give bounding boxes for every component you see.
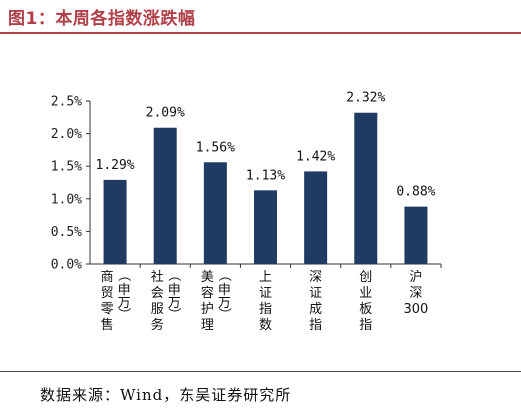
category-label: 社 xyxy=(151,269,164,285)
category-label: 业 xyxy=(359,286,372,301)
category-label: 上 xyxy=(259,270,272,285)
category-label: 指 xyxy=(309,318,322,333)
y-tick-label: 0.5% xyxy=(51,225,82,240)
bar xyxy=(103,179,127,264)
category-label: 创 xyxy=(359,270,372,285)
category-label: 板 xyxy=(359,302,372,317)
category-label: 贸 xyxy=(101,286,114,301)
category-label: 会 xyxy=(151,286,164,301)
category-label: 深 xyxy=(409,286,422,301)
category-label: 申 xyxy=(118,283,131,298)
category-label: ） xyxy=(166,307,181,320)
data-label: 2.09% xyxy=(146,106,185,121)
bar xyxy=(203,162,227,264)
category-label: 零 xyxy=(101,302,114,317)
category-label: 300 xyxy=(404,302,429,317)
bar xyxy=(254,190,277,264)
category-label: 售 xyxy=(101,317,114,333)
y-tick-label: 2.0% xyxy=(51,127,82,142)
category-label: 容 xyxy=(201,285,214,301)
y-tick-label: 0.0% xyxy=(51,258,82,273)
category-label: ） xyxy=(116,307,131,320)
y-tick-label: 1.0% xyxy=(51,192,82,207)
category-label: 万 xyxy=(218,296,231,311)
title-divider xyxy=(0,32,521,34)
data-label: 1.29% xyxy=(96,158,135,173)
category-label: 指 xyxy=(259,302,272,317)
y-tick-label: 2.5% xyxy=(51,95,82,110)
bar xyxy=(304,171,328,264)
source-note: 数据来源：Wind，东吴证券研究所 xyxy=(40,386,292,404)
data-label: 1.42% xyxy=(296,149,335,164)
category-label: 申 xyxy=(168,283,181,298)
data-label: 0.88% xyxy=(396,185,435,200)
category-label: 申 xyxy=(218,283,231,298)
category-label: 指 xyxy=(359,318,372,333)
bar-chart: 0.0%0.5%1.0%1.5%2.0%2.5%1.29%商贸零售（申万）2.0… xyxy=(51,91,442,333)
category-label: 深 xyxy=(309,270,322,285)
category-label: 成 xyxy=(309,302,322,317)
category-label: 理 xyxy=(201,318,214,333)
figure-title: 图1：本周各指数涨跌幅 xyxy=(8,9,196,29)
bar xyxy=(404,206,428,264)
category-label: 沪 xyxy=(409,269,422,285)
category-label: （ xyxy=(116,268,131,281)
category-label: 务 xyxy=(151,317,164,333)
category-label: ） xyxy=(216,307,231,320)
category-label: 万 xyxy=(118,296,131,311)
category-label: （ xyxy=(216,268,231,281)
data-label: 1.13% xyxy=(246,168,285,183)
category-label: 护 xyxy=(201,302,214,317)
bar xyxy=(153,127,177,265)
footer-divider xyxy=(0,371,521,372)
category-label: （ xyxy=(166,268,181,281)
category-label: 商 xyxy=(101,270,114,285)
category-label: 证 xyxy=(259,286,272,301)
bar xyxy=(354,112,378,265)
category-label: 证 xyxy=(309,286,322,301)
y-tick-label: 1.5% xyxy=(51,160,82,175)
category-label: 服 xyxy=(151,302,164,317)
category-label: 万 xyxy=(168,296,181,311)
data-label: 2.32% xyxy=(346,91,385,106)
category-label: 美 xyxy=(201,270,214,285)
category-label: 数 xyxy=(259,318,272,333)
data-label: 1.56% xyxy=(196,140,235,155)
